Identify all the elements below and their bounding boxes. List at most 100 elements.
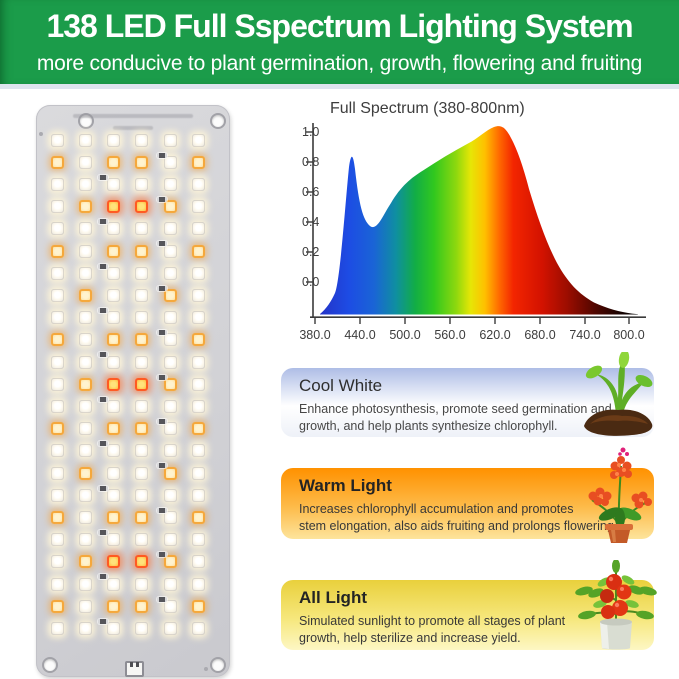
cool-white-led (192, 488, 205, 502)
cool-white-led (192, 533, 205, 547)
cool-white-led (50, 488, 64, 502)
x-tick-label: 800.0 (613, 328, 644, 342)
warm-orange-led (107, 244, 121, 258)
cool-white-led (135, 488, 149, 502)
cool-white-led (135, 222, 149, 236)
page-title: 138 LED Full Sspectrum Lighting System (46, 8, 633, 44)
y-tick-label: 1.0 (302, 125, 319, 139)
warm-orange-led (78, 466, 92, 480)
warm-orange-led (192, 333, 205, 347)
resistor-component (98, 352, 108, 358)
card-body-line: Enhance photosynthesis, promote seed ger… (299, 402, 612, 416)
cool-white-led (163, 266, 177, 280)
resistor-component (98, 396, 108, 402)
warm-orange-led (50, 422, 64, 436)
resistor-component (98, 219, 108, 225)
cool-white-led (78, 422, 92, 436)
warm-orange-led (107, 422, 121, 436)
resistor-component (157, 196, 167, 202)
x-tick-label: 620.0 (479, 328, 510, 342)
cool-white-led (107, 133, 121, 147)
card-body-line: growth, and help plants synthesize chlor… (299, 418, 558, 433)
cool-white-led (163, 222, 177, 236)
red-led (107, 200, 121, 214)
cool-white-led (135, 133, 149, 147)
cool-white-led (163, 311, 177, 325)
red-led (135, 377, 149, 391)
cool-white-led (107, 266, 121, 280)
warm-orange-led (163, 288, 177, 302)
red-led (107, 555, 121, 569)
warm-orange-led (107, 333, 121, 347)
cool-white-led (78, 399, 92, 413)
x-tick-label: 680.0 (524, 328, 555, 342)
cool-white-led (78, 266, 92, 280)
card-title: All Light (299, 588, 367, 607)
cool-white-led (107, 399, 121, 413)
x-tick-label: 440.0 (344, 328, 375, 342)
cool-white-led (50, 133, 64, 147)
cool-white-led (50, 621, 64, 635)
led-panel-board (36, 105, 230, 677)
axis-ticks: 380.0 440.0 500.0 560.0 620.0 680.0 740.0 800.0… (300, 125, 645, 342)
resistor-component (98, 574, 108, 580)
resistor-component (157, 463, 167, 469)
resistor-row (36, 105, 230, 677)
cool-white-led (50, 266, 64, 280)
power-connector (125, 661, 144, 677)
y-tick-label: 0.8 (302, 155, 319, 169)
chart-title: Full Spectrum (380-800nm) (330, 100, 525, 117)
cool-white-led (78, 488, 92, 502)
cool-white-led (135, 355, 149, 369)
board-dot (39, 132, 43, 136)
cool-white-led (50, 399, 64, 413)
cool-white-led (163, 422, 177, 436)
warm-orange-led (192, 422, 205, 436)
warm-orange-led (135, 333, 149, 347)
card-all-light: All Light Simulated sunlight to promote … (281, 580, 654, 650)
x-tick-label: 560.0 (434, 328, 465, 342)
screw-hole (210, 657, 226, 673)
cool-white-led (135, 621, 149, 635)
cool-white-led (50, 555, 64, 569)
resistor-component (157, 330, 167, 336)
card-body: Enhance photosynthesis, promote seed ger… (299, 401, 612, 435)
warm-orange-led (192, 244, 205, 258)
x-tick-label: 380.0 (300, 328, 331, 342)
panel-silkscreen-marking (73, 114, 193, 118)
cool-white-led (163, 533, 177, 547)
screw-hole (210, 113, 226, 129)
cool-white-led (192, 288, 205, 302)
cool-white-led (192, 200, 205, 214)
warm-orange-led (163, 466, 177, 480)
warm-orange-led (50, 510, 64, 524)
resistor-component (98, 618, 108, 624)
cool-white-led (107, 288, 121, 302)
red-led (135, 200, 149, 214)
spectrum-chart: Full Spectrum (380-800nm) 380.0 440.0 500.… (300, 100, 646, 342)
resistor-component (98, 307, 108, 313)
cool-white-led (107, 466, 121, 480)
warm-orange-led (50, 244, 64, 258)
cool-white-led (135, 399, 149, 413)
card-warm-light: Warm Light Increases chlorophyll accumul… (281, 468, 654, 539)
cool-white-led (78, 355, 92, 369)
resistor-component (157, 552, 167, 558)
resistor-component (157, 374, 167, 380)
cool-white-led (50, 355, 64, 369)
resistor-component (157, 418, 167, 424)
resistor-component (98, 263, 108, 269)
card-title: Cool White (299, 376, 383, 395)
cool-white-led (192, 577, 205, 591)
card-body-line: growth, help sterilize and increase yiel… (299, 630, 521, 645)
cool-white-led (78, 222, 92, 236)
cool-white-led (163, 599, 177, 613)
cool-white-led (192, 355, 205, 369)
cool-white-led (135, 311, 149, 325)
cool-white-led (135, 466, 149, 480)
cool-white-led (135, 288, 149, 302)
cool-white-led (107, 311, 121, 325)
resistor-component (157, 507, 167, 513)
cool-white-led (192, 621, 205, 635)
red-led (107, 377, 121, 391)
